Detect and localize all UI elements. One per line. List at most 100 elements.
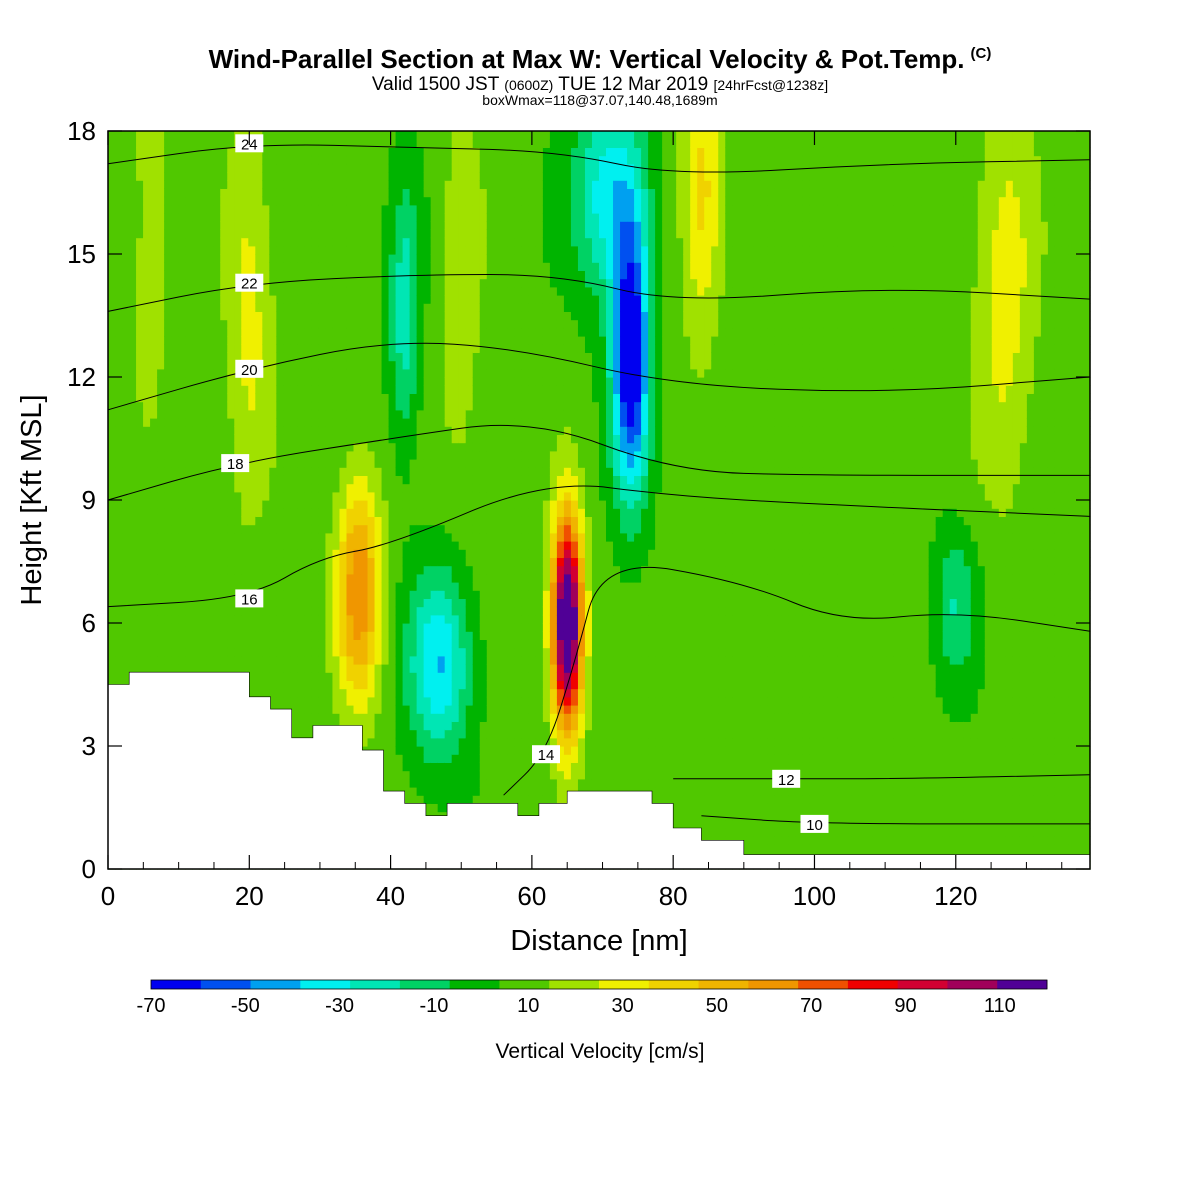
field-cell — [276, 516, 284, 526]
field-cell — [150, 655, 158, 665]
field-cell — [423, 163, 432, 173]
field-cell — [248, 172, 256, 181]
field-cell — [220, 196, 228, 206]
field-cell — [255, 483, 263, 493]
field-cell — [367, 655, 376, 665]
field-cell — [402, 614, 411, 624]
field-cell — [290, 172, 298, 181]
field-cell — [395, 418, 404, 427]
field-cell — [213, 655, 221, 665]
field-cell — [276, 631, 284, 640]
field-cell — [423, 311, 432, 321]
field-cell — [458, 524, 467, 534]
field-cell — [486, 401, 495, 411]
field-cell — [164, 606, 172, 616]
field-cell — [129, 295, 137, 304]
field-cell — [374, 623, 383, 632]
field-cell — [129, 229, 137, 239]
field-cell — [325, 532, 334, 542]
field-cell — [283, 582, 291, 591]
field-cell — [122, 188, 130, 198]
field-cell — [150, 360, 158, 370]
field-cell — [388, 147, 397, 157]
field-cell — [409, 459, 418, 468]
field-cell — [423, 737, 432, 747]
field-cell — [318, 213, 327, 222]
field-cell — [234, 582, 242, 591]
field-cell — [311, 147, 320, 157]
field-cell — [199, 139, 207, 148]
field-cell — [451, 475, 460, 485]
field-cell — [318, 647, 327, 657]
field-cell — [220, 172, 228, 181]
field-cell — [318, 262, 327, 271]
field-cell — [479, 393, 488, 403]
field-cell — [486, 655, 495, 665]
field-cell — [458, 131, 467, 140]
field-cell — [486, 647, 495, 657]
field-cell — [192, 229, 200, 239]
field-cell — [262, 377, 270, 386]
field-cell — [220, 344, 228, 353]
field-cell — [269, 368, 277, 378]
field-cell — [143, 442, 151, 452]
field-cell — [444, 524, 453, 534]
field-cell — [115, 450, 123, 460]
field-cell — [451, 516, 460, 526]
field-cell — [444, 188, 453, 198]
field-cell — [486, 262, 495, 271]
field-cell — [332, 639, 341, 649]
field-cell — [444, 434, 453, 444]
field-cell — [332, 204, 341, 214]
field-cell — [255, 541, 263, 550]
field-cell — [122, 459, 130, 468]
field-cell — [248, 606, 256, 616]
field-cell — [458, 639, 467, 649]
field-cell — [136, 155, 144, 165]
field-cell — [318, 344, 327, 353]
field-cell — [297, 368, 305, 378]
field-cell — [276, 590, 284, 599]
field-cell — [171, 327, 179, 337]
field-cell — [290, 459, 298, 468]
field-cell — [402, 278, 411, 288]
field-cell — [486, 295, 495, 304]
field-cell — [346, 327, 355, 337]
field-cell — [129, 508, 137, 517]
field-cell — [241, 344, 249, 353]
field-cell — [171, 647, 179, 657]
field-cell — [108, 278, 116, 288]
field-cell — [262, 368, 270, 378]
field-cell — [458, 295, 467, 304]
field-cell — [458, 401, 467, 411]
field-cell — [339, 319, 348, 329]
field-cell — [423, 721, 432, 731]
field-cell — [220, 426, 228, 435]
field-cell — [276, 336, 284, 345]
field-cell — [269, 172, 277, 181]
field-cell — [472, 647, 481, 657]
field-cell — [297, 623, 305, 632]
field-cell — [437, 778, 446, 788]
field-cell — [374, 705, 383, 714]
field-cell — [486, 311, 495, 321]
field-cell — [416, 180, 425, 189]
field-cell — [374, 295, 383, 304]
field-cell — [479, 688, 488, 698]
field-cell — [248, 565, 256, 575]
field-cell — [339, 639, 348, 649]
field-cell — [353, 434, 362, 444]
field-cell — [150, 229, 158, 239]
field-cell — [262, 303, 270, 312]
field-cell — [423, 705, 432, 714]
field-cell — [269, 418, 277, 427]
field-cell — [430, 327, 439, 337]
field-cell — [409, 500, 418, 509]
field-cell — [437, 139, 446, 148]
field-cell — [129, 180, 137, 189]
field-cell — [206, 639, 214, 649]
field-cell — [283, 557, 291, 567]
field-cell — [143, 483, 151, 493]
field-cell — [255, 442, 263, 452]
field-cell — [423, 254, 432, 263]
